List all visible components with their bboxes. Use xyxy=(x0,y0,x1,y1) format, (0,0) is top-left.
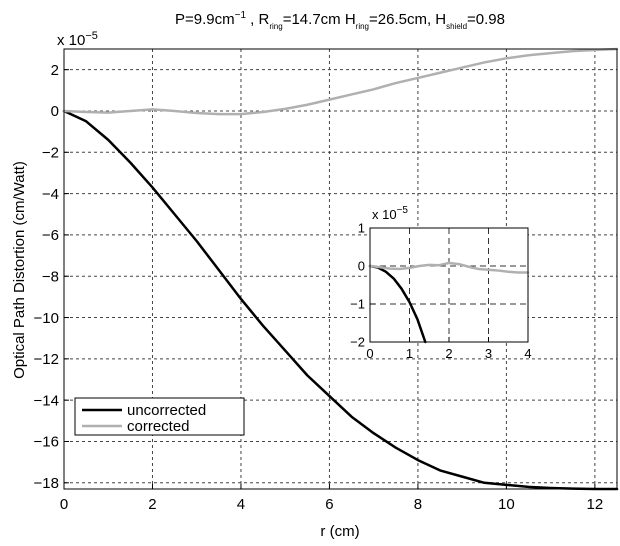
inset-plot-area xyxy=(370,228,528,342)
inset-y-tick-label-0: 1 xyxy=(358,221,365,236)
inset-axes-frame xyxy=(369,227,529,343)
title-part-p: P=9.9cm xyxy=(175,11,235,28)
inset-y-tick-label-3: −2 xyxy=(350,335,365,350)
inset-exponent-label: x 10−5 xyxy=(372,205,408,222)
main-y-tick-label-4: −6 xyxy=(42,227,59,244)
inset-exponent-base: x 10 xyxy=(372,207,397,222)
main-series xyxy=(62,47,619,491)
main-y-tick-label-2: −2 xyxy=(42,145,59,162)
inset-grid xyxy=(370,228,528,342)
main-x-tick-label-5: 10 xyxy=(498,496,515,513)
title-part-r-value: =14.7cm H xyxy=(283,11,356,28)
title-part-r: , R xyxy=(246,11,270,28)
inset-y-tick-label-1: 0 xyxy=(358,259,365,274)
inset-axes: 0 1 2 3 4 1 0 −1 −2 xyxy=(350,221,531,361)
title-part-shield-value: =0.98 xyxy=(467,11,505,28)
main-x-tick-label-3: 6 xyxy=(325,496,333,513)
main-y-tick-label-8: −14 xyxy=(34,392,59,409)
inset-x-tick-label-3: 3 xyxy=(485,346,492,361)
inset-y-tick-label-2: −1 xyxy=(350,297,365,312)
title-part-shield-subscript: shield xyxy=(446,22,467,31)
inset-exponent-power: −5 xyxy=(397,205,409,216)
main-y-tick-label-5: −8 xyxy=(42,268,59,285)
main-x-tick-label-4: 8 xyxy=(414,496,422,513)
inset-x-tick-label-1: 1 xyxy=(406,346,413,361)
main-exponent-label: x 10−5 xyxy=(57,30,98,49)
main-y-tick-label-9: −16 xyxy=(34,434,59,451)
inset-x-tick-label-2: 2 xyxy=(445,346,452,361)
chart-title: P=9.9cm−1 , Rring=14.7cm Hring=26.5cm, H… xyxy=(175,10,505,31)
main-series-line-corrected xyxy=(62,47,619,116)
legend-box xyxy=(74,397,245,436)
main-x-tick-label-2: 4 xyxy=(237,496,245,513)
title-part-h-subscript: ring xyxy=(356,22,369,31)
main-y-tick-label-1: 0 xyxy=(51,103,59,120)
main-y-tick-label-10: −18 xyxy=(34,475,59,492)
legend: uncorrected corrected xyxy=(74,397,245,436)
main-x-tick-label-6: 12 xyxy=(587,496,604,513)
inset-ticks: 0 1 2 3 4 1 0 −1 −2 xyxy=(350,221,531,361)
inset-series xyxy=(368,261,530,344)
main-exponent-base: x 10 xyxy=(57,32,85,49)
inset-series-line-corrected xyxy=(368,261,530,274)
main-x-tick-label-1: 2 xyxy=(148,496,156,513)
main-x-tick-label-0: 0 xyxy=(60,496,68,513)
main-axes-frame xyxy=(63,48,618,490)
title-part-p-exponent: −1 xyxy=(235,10,247,21)
main-y-tick-label-7: −12 xyxy=(34,351,59,368)
x-axis-label: r (cm) xyxy=(320,523,359,540)
y-axis-label: Optical Path Distortion (cm/Watt) xyxy=(11,161,28,379)
main-y-tick-label-0: 2 xyxy=(51,62,59,79)
main-y-tick-label-3: −4 xyxy=(42,186,59,203)
inset-x-tick-label-0: 0 xyxy=(366,346,373,361)
inset-x-tick-label-4: 4 xyxy=(524,346,531,361)
title-part-h-value: =26.5cm, H xyxy=(369,11,446,28)
main-series-line-uncorrected xyxy=(62,109,619,491)
main-y-tick-label-6: −10 xyxy=(34,310,59,327)
title-part-r-subscript: ring xyxy=(269,22,282,31)
legend-label-uncorrected: uncorrected xyxy=(127,402,206,419)
main-exponent-power: −5 xyxy=(85,30,98,42)
legend-label-corrected: corrected xyxy=(127,418,190,435)
